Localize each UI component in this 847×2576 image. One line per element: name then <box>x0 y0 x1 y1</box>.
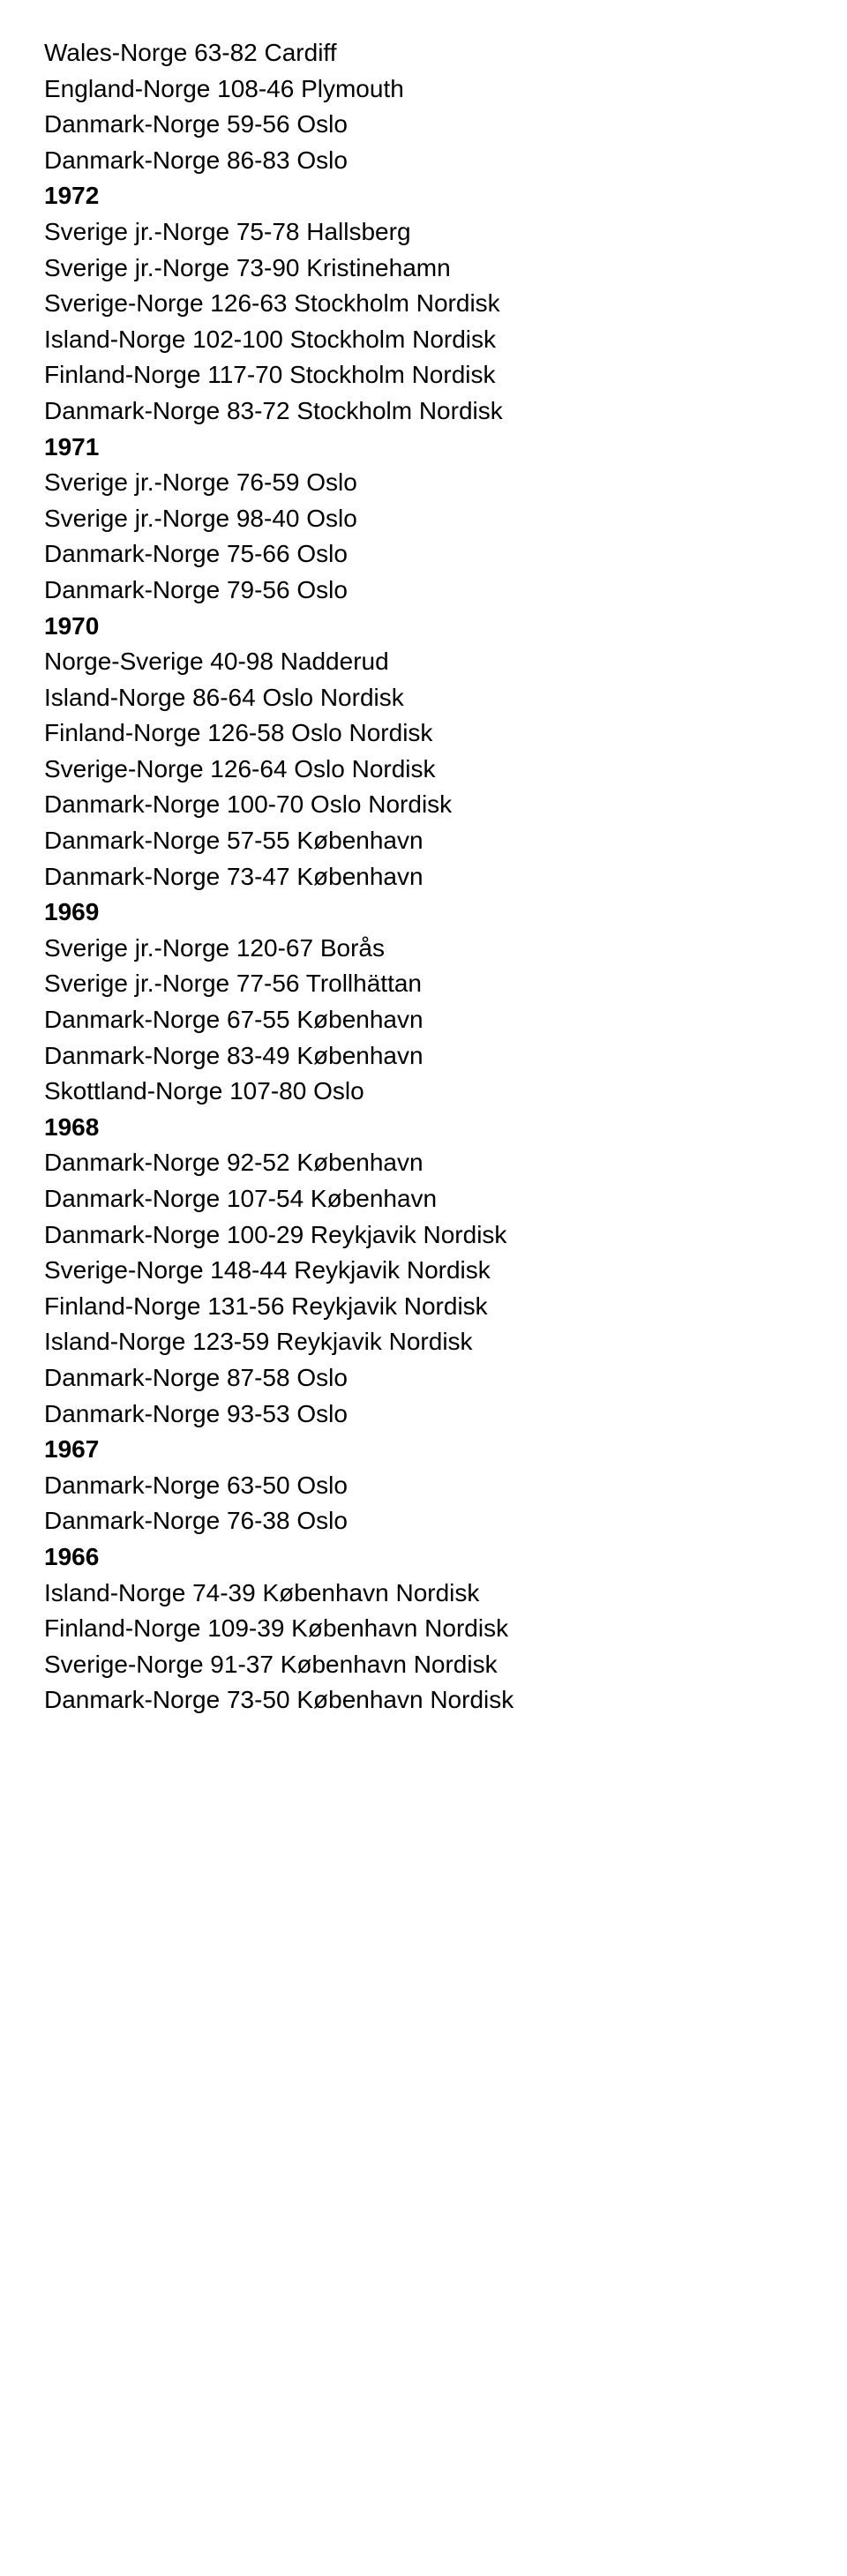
match-result: Danmark-Norge 83-72 Stockholm Nordisk <box>44 393 803 430</box>
match-result: Finland-Norge 117-70 Stockholm Nordisk <box>44 357 803 393</box>
match-result: Danmark-Norge 73-47 København <box>44 859 803 895</box>
match-result: Danmark-Norge 86-83 Oslo <box>44 143 803 179</box>
match-result: Sverige-Norge 126-63 Stockholm Nordisk <box>44 286 803 322</box>
year-heading: 1967 <box>44 1432 803 1468</box>
match-result: Island-Norge 102-100 Stockholm Nordisk <box>44 322 803 358</box>
match-result: Finland-Norge 131-56 Reykjavik Nordisk <box>44 1289 803 1325</box>
year-heading: 1970 <box>44 609 803 645</box>
match-result: Wales-Norge 63-82 Cardiff <box>44 35 803 71</box>
match-result: Island-Norge 74-39 København Nordisk <box>44 1576 803 1612</box>
match-result: Sverige jr.-Norge 77-56 Trollhättan <box>44 966 803 1002</box>
year-heading: 1968 <box>44 1110 803 1146</box>
match-result: Skottland-Norge 107-80 Oslo <box>44 1074 803 1110</box>
year-heading: 1972 <box>44 178 803 214</box>
year-heading: 1969 <box>44 895 803 931</box>
match-result: Danmark-Norge 100-70 Oslo Nordisk <box>44 787 803 823</box>
match-result: England-Norge 108-46 Plymouth <box>44 71 803 108</box>
match-result: Sverige jr.-Norge 75-78 Hallsberg <box>44 214 803 251</box>
match-result: Danmark-Norge 76-38 Oslo <box>44 1503 803 1539</box>
year-heading: 1971 <box>44 430 803 466</box>
match-result: Sverige-Norge 148-44 Reykjavik Nordisk <box>44 1253 803 1289</box>
match-result: Danmark-Norge 59-56 Oslo <box>44 107 803 143</box>
match-result: Norge-Sverige 40-98 Nadderud <box>44 644 803 680</box>
match-result: Danmark-Norge 75-66 Oslo <box>44 536 803 573</box>
match-result: Danmark-Norge 92-52 København <box>44 1145 803 1181</box>
match-result: Danmark-Norge 57-55 København <box>44 823 803 859</box>
match-result: Danmark-Norge 63-50 Oslo <box>44 1468 803 1504</box>
match-result: Danmark-Norge 67-55 København <box>44 1002 803 1038</box>
match-result: Island-Norge 86-64 Oslo Nordisk <box>44 680 803 716</box>
match-list: Wales-Norge 63-82 CardiffEngland-Norge 1… <box>44 35 803 1719</box>
match-result: Danmark-Norge 79-56 Oslo <box>44 573 803 609</box>
match-result: Finland-Norge 109-39 København Nordisk <box>44 1611 803 1647</box>
match-result: Finland-Norge 126-58 Oslo Nordisk <box>44 715 803 752</box>
match-result: Sverige jr.-Norge 98-40 Oslo <box>44 501 803 537</box>
match-result: Danmark-Norge 83-49 København <box>44 1038 803 1075</box>
match-result: Danmark-Norge 107-54 København <box>44 1181 803 1217</box>
match-result: Danmark-Norge 93-53 Oslo <box>44 1397 803 1433</box>
match-result: Danmark-Norge 73-50 København Nordisk <box>44 1682 803 1719</box>
match-result: Sverige jr.-Norge 73-90 Kristinehamn <box>44 251 803 287</box>
match-result: Sverige jr.-Norge 120-67 Borås <box>44 931 803 967</box>
match-result: Sverige jr.-Norge 76-59 Oslo <box>44 465 803 501</box>
match-result: Sverige-Norge 126-64 Oslo Nordisk <box>44 752 803 788</box>
match-result: Sverige-Norge 91-37 København Nordisk <box>44 1647 803 1683</box>
match-result: Danmark-Norge 100-29 Reykjavik Nordisk <box>44 1217 803 1254</box>
year-heading: 1966 <box>44 1539 803 1576</box>
match-result: Island-Norge 123-59 Reykjavik Nordisk <box>44 1324 803 1360</box>
match-result: Danmark-Norge 87-58 Oslo <box>44 1360 803 1397</box>
